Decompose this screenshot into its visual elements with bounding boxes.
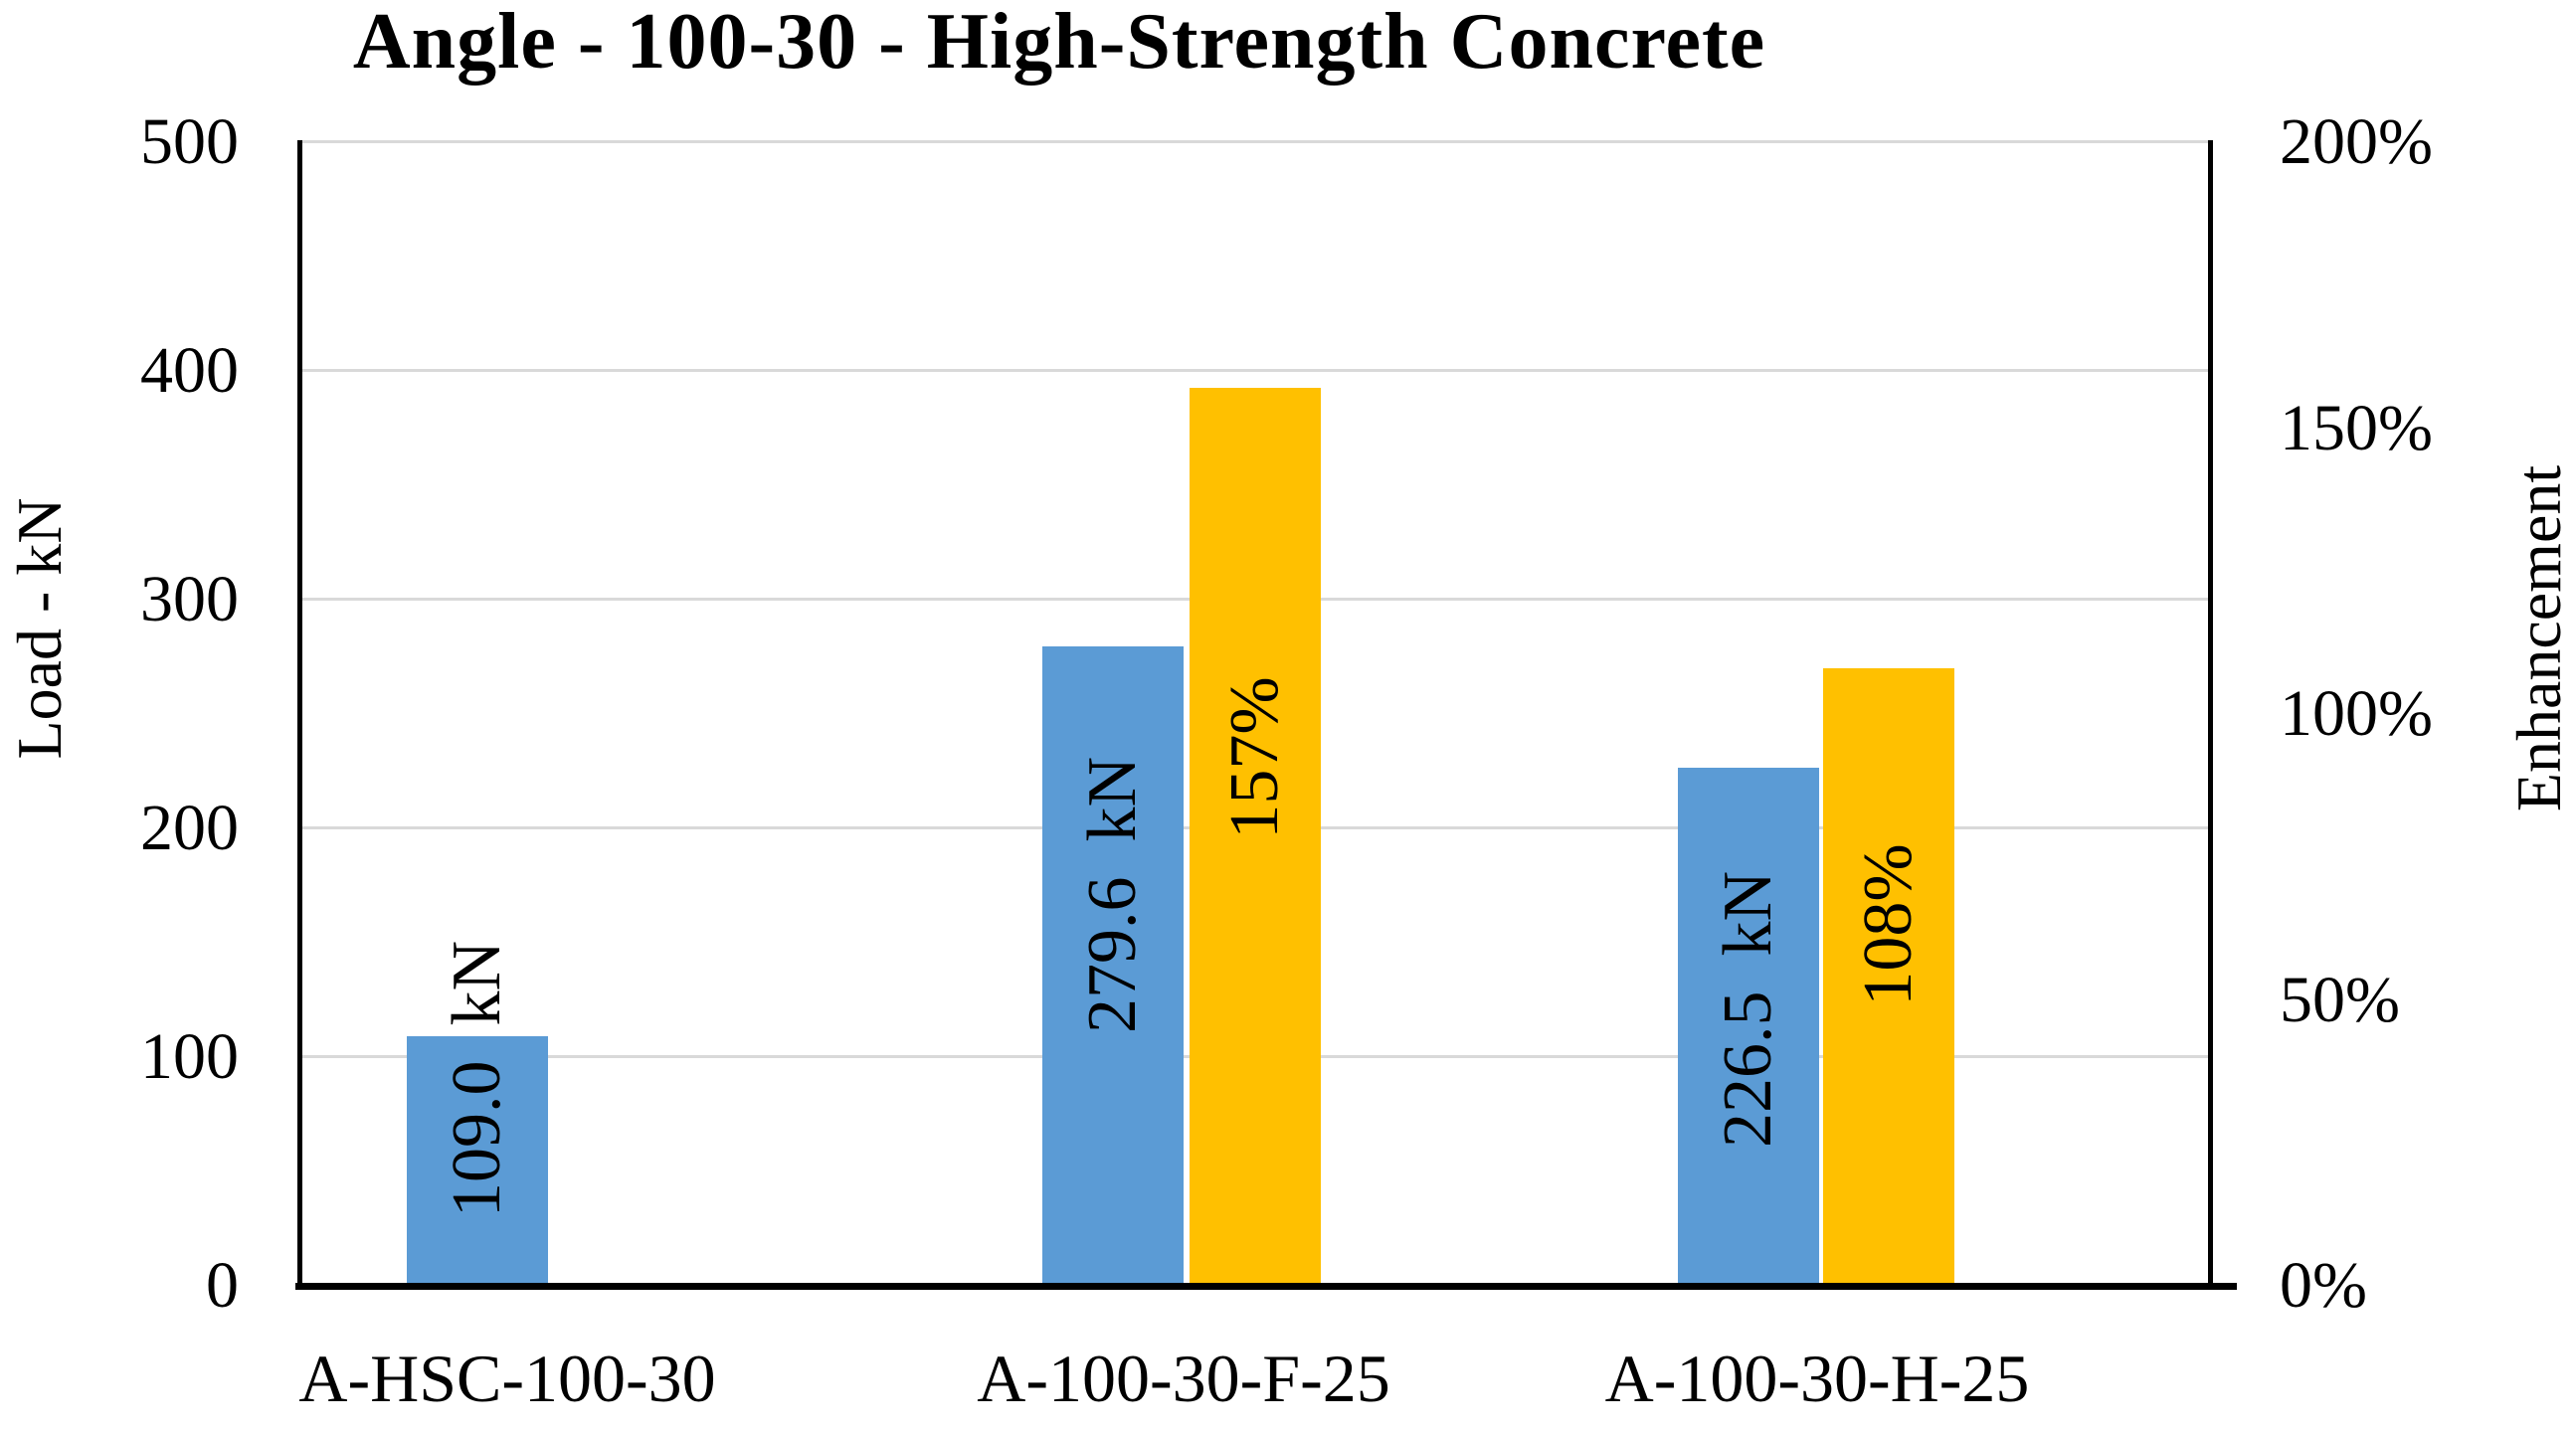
right-axis-tick-label: 0%	[2280, 1249, 2367, 1322]
enhancement-bar-value-label: 108%	[1850, 843, 1927, 1006]
load-bar	[1678, 768, 1819, 1286]
right-axis-tick-label: 150%	[2280, 391, 2433, 464]
left-axis-tick-label: 100	[140, 1020, 239, 1093]
load-bar-value-label: 226.5 kN	[1710, 870, 1786, 1149]
right-axis-line	[2208, 140, 2213, 1288]
right-axis-tick-label: 50%	[2280, 963, 2400, 1036]
right-axis-title: Enhancement	[2503, 464, 2574, 812]
category-label: A-HSC-100-30	[298, 1341, 716, 1416]
left-axis-tick-label: 500	[140, 105, 239, 178]
load-bar-value-label: 279.6 kN	[1074, 756, 1151, 1034]
left-axis-line	[297, 140, 302, 1288]
load-bar-value-label: 109.0 kN	[439, 940, 515, 1218]
category-label: A-100-30-F-25	[977, 1341, 1390, 1416]
left-axis-tick-label: 300	[140, 563, 239, 635]
left-axis-tick-label: 400	[140, 334, 239, 407]
chart-title: Angle - 100-30 - High-Strength Concrete	[352, 0, 1766, 86]
load-bar	[1042, 645, 1184, 1286]
enhancement-bar	[1823, 668, 1954, 1286]
load-bar	[407, 1036, 548, 1286]
right-axis-tick-label: 100%	[2280, 677, 2433, 750]
category-label: A-100-30-H-25	[1604, 1341, 2030, 1416]
x-axis-line	[295, 1283, 2237, 1290]
gridline	[301, 369, 2210, 372]
left-axis-tick-label: 200	[140, 792, 239, 864]
left-axis-tick-label: 0	[206, 1249, 239, 1322]
gridline	[301, 140, 2210, 143]
right-axis-tick-label: 200%	[2280, 105, 2433, 178]
enhancement-bar-value-label: 157%	[1216, 676, 1293, 839]
enhancement-bar	[1190, 388, 1321, 1286]
